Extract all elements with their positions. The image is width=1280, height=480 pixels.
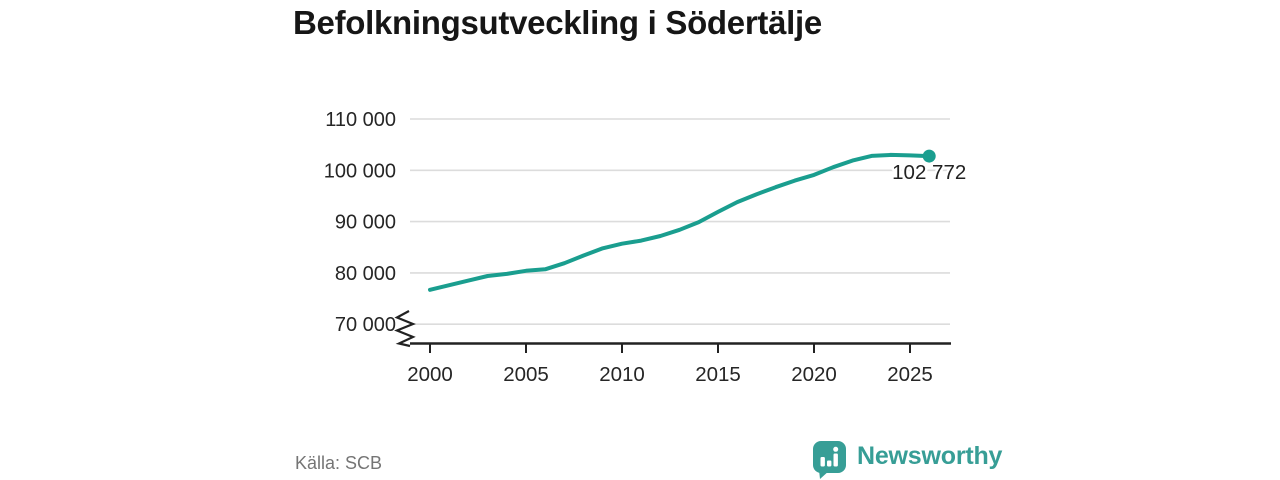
newsworthy-logo-text: Newsworthy xyxy=(857,442,1003,470)
population-series-line xyxy=(428,152,932,292)
latest-value-label: 102 772 xyxy=(892,161,966,184)
source-label: Källa: SCB xyxy=(295,453,383,473)
y-axis-tick-label: 70 000 xyxy=(335,314,396,336)
x-axis-tick-label: 2005 xyxy=(503,363,549,386)
newsworthy-logo: Newsworthy xyxy=(812,440,1002,479)
y-axis-tick-label: 90 000 xyxy=(335,212,396,234)
newsworthy-logo-icon xyxy=(813,441,846,479)
x-axis-tick-label: 2020 xyxy=(791,363,837,386)
axis-break-icon xyxy=(394,310,416,348)
y-axis-tick-label: 80 000 xyxy=(335,263,396,285)
x-axis-tick-label: 2025 xyxy=(887,363,933,386)
y-axis-tick-label: 110 000 xyxy=(325,109,396,131)
y-axis-tick-label: 100 000 xyxy=(324,160,396,182)
x-axis-tick-label: 2010 xyxy=(599,363,645,386)
x-axis-tick-label: 2000 xyxy=(407,363,453,386)
latest-value-dot xyxy=(922,149,936,163)
page-title: Befolkningsutveckling i Södertälje xyxy=(293,4,822,41)
x-axis-tick-label: 2015 xyxy=(695,363,741,386)
